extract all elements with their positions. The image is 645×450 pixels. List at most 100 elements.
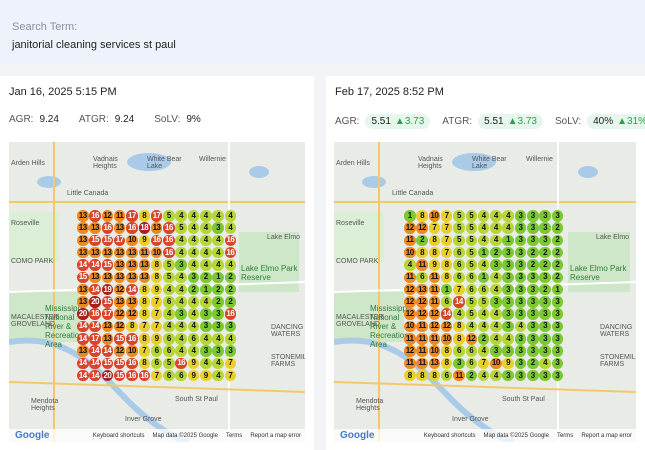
- rank-cell[interactable]: 9: [502, 357, 514, 370]
- rank-cell[interactable]: 4: [212, 357, 224, 370]
- rank-cell[interactable]: 10: [428, 210, 441, 222]
- rank-cell[interactable]: 16: [163, 246, 175, 259]
- rank-cell[interactable]: 7: [150, 320, 163, 333]
- rank-cell[interactable]: 11: [404, 271, 416, 283]
- rank-cell[interactable]: 16: [101, 222, 114, 234]
- rank-cell[interactable]: 3: [502, 320, 514, 333]
- rank-cell[interactable]: 16: [126, 357, 138, 370]
- rank-cell[interactable]: 3: [502, 308, 514, 320]
- rank-cell[interactable]: 5: [465, 259, 477, 271]
- rank-cell[interactable]: 4: [477, 222, 490, 234]
- rank-cell[interactable]: 3: [551, 308, 564, 320]
- rank-cell[interactable]: 4: [490, 320, 502, 333]
- rank-cell[interactable]: 20: [101, 369, 114, 382]
- rank-cell[interactable]: 3: [502, 345, 514, 357]
- rank-cell[interactable]: 4: [175, 296, 187, 308]
- rank-cell[interactable]: 8: [138, 296, 150, 308]
- rank-cell[interactable]: 3: [502, 246, 514, 259]
- rank-cell[interactable]: 3: [527, 369, 539, 382]
- rank-cell[interactable]: 4: [200, 222, 212, 234]
- rank-cell[interactable]: 7: [224, 357, 237, 370]
- rank-cell[interactable]: 8: [428, 369, 441, 382]
- rank-cell[interactable]: 16: [224, 234, 237, 247]
- rank-cell[interactable]: 12: [113, 320, 126, 333]
- rank-cell[interactable]: 4: [224, 222, 237, 234]
- rank-cell[interactable]: 15: [113, 357, 126, 370]
- rank-cell[interactable]: 3: [514, 271, 527, 283]
- rank-cell[interactable]: 8: [138, 283, 150, 296]
- rank-cell[interactable]: 3: [502, 283, 514, 296]
- rank-cell[interactable]: 3: [453, 357, 465, 370]
- rank-cell[interactable]: 12: [428, 308, 441, 320]
- rank-cell[interactable]: 14: [101, 345, 114, 357]
- rank-cell[interactable]: 8: [428, 246, 441, 259]
- rank-cell[interactable]: 2: [539, 259, 551, 271]
- rank-cell[interactable]: 6: [150, 345, 163, 357]
- rank-cell[interactable]: 6: [440, 369, 453, 382]
- rank-cell[interactable]: 6: [453, 259, 465, 271]
- rank-cell[interactable]: 10: [404, 320, 416, 333]
- rank-cell[interactable]: 15: [101, 357, 114, 370]
- rank-cell[interactable]: 3: [539, 333, 551, 345]
- rank-cell[interactable]: 4: [490, 369, 502, 382]
- rank-grid-map[interactable]: Arden Hills Vadnais Heights White Bear L…: [334, 142, 636, 442]
- rank-cell[interactable]: 16: [224, 246, 237, 259]
- rank-cell[interactable]: 7: [440, 234, 453, 247]
- rank-cell[interactable]: 4: [212, 246, 224, 259]
- rank-cell[interactable]: 3: [527, 234, 539, 247]
- rank-cell[interactable]: 15: [101, 296, 114, 308]
- rank-cell[interactable]: 8: [440, 271, 453, 283]
- rank-cell[interactable]: 2: [416, 234, 428, 247]
- rank-cell[interactable]: 3: [502, 259, 514, 271]
- rank-cell[interactable]: 3: [539, 210, 551, 222]
- rank-cell[interactable]: 3: [539, 308, 551, 320]
- rank-cell[interactable]: 4: [200, 246, 212, 259]
- rank-cell[interactable]: 6: [163, 333, 175, 345]
- rank-cell[interactable]: 8: [126, 320, 138, 333]
- rank-cell[interactable]: 3: [527, 320, 539, 333]
- rank-cell[interactable]: 4: [175, 345, 187, 357]
- rank-cell[interactable]: 16: [89, 308, 101, 320]
- rank-cell[interactable]: 16: [126, 369, 138, 382]
- rank-cell[interactable]: 12: [404, 222, 416, 234]
- rank-cell[interactable]: 4: [490, 271, 502, 283]
- rank-cell[interactable]: 4: [212, 210, 224, 222]
- rank-cell[interactable]: 5: [477, 296, 490, 308]
- rank-cell[interactable]: 13: [126, 246, 138, 259]
- rank-cell[interactable]: 4: [224, 333, 237, 345]
- rank-cell[interactable]: 4: [477, 259, 490, 271]
- rank-cell[interactable]: 7: [138, 320, 150, 333]
- rank-cell[interactable]: 20: [77, 308, 89, 320]
- rank-cell[interactable]: 13: [428, 357, 441, 370]
- rank-cell[interactable]: 4: [212, 369, 224, 382]
- rank-cell[interactable]: 4: [187, 345, 200, 357]
- rank-cell[interactable]: 14: [89, 320, 101, 333]
- rank-cell[interactable]: 1: [502, 234, 514, 247]
- rank-cell[interactable]: 12: [416, 222, 428, 234]
- rank-cell[interactable]: 6: [453, 246, 465, 259]
- rank-cell[interactable]: 2: [551, 234, 564, 247]
- rank-cell[interactable]: 4: [490, 210, 502, 222]
- rank-cell[interactable]: 4: [200, 259, 212, 271]
- rank-cell[interactable]: 4: [490, 333, 502, 345]
- rank-cell[interactable]: 12: [113, 283, 126, 296]
- rank-cell[interactable]: 4: [502, 210, 514, 222]
- rank-cell[interactable]: 4: [175, 246, 187, 259]
- rank-cell[interactable]: 8: [138, 333, 150, 345]
- rank-cell[interactable]: 9: [187, 357, 200, 370]
- rank-cell[interactable]: 4: [477, 234, 490, 247]
- rank-cell[interactable]: 6: [465, 271, 477, 283]
- rank-cell[interactable]: 3: [527, 271, 539, 283]
- rank-cell[interactable]: 9: [428, 259, 441, 271]
- rank-cell[interactable]: 3: [514, 259, 527, 271]
- rank-cell[interactable]: 3: [175, 308, 187, 320]
- rank-cell[interactable]: 14: [453, 296, 465, 308]
- rank-cell[interactable]: 14: [77, 357, 89, 370]
- rank-cell[interactable]: 10: [428, 345, 441, 357]
- rank-cell[interactable]: 3: [200, 345, 212, 357]
- rank-cell[interactable]: 13: [77, 283, 89, 296]
- rank-cell[interactable]: 5: [163, 271, 175, 283]
- rank-cell[interactable]: 3: [539, 369, 551, 382]
- rank-cell[interactable]: 14: [440, 308, 453, 320]
- rank-cell[interactable]: 3: [514, 308, 527, 320]
